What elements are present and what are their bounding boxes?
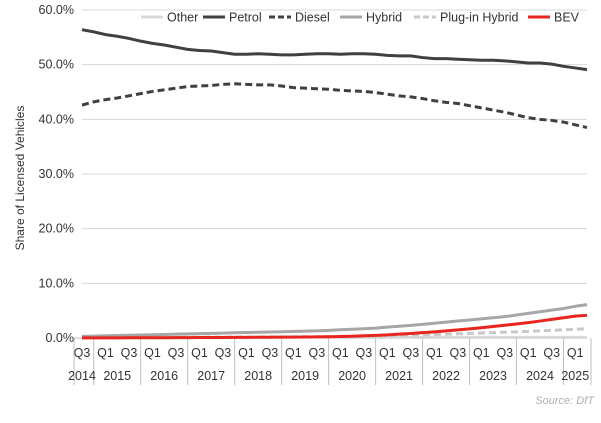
y-tick-label: 10.0% [39,276,74,290]
x-tick-label: Q1 [473,346,490,360]
x-tick-label: Q1 [426,346,443,360]
gridlines [82,9,587,284]
y-tick-label: 0.0% [46,331,75,345]
legend-label: Diesel [295,11,330,25]
x-tick-label: Q1 [567,346,584,360]
series-line-bev [82,313,588,340]
x-tick-label: Q3 [74,346,91,360]
x-year-label: 2024 [526,369,554,383]
x-tick-label: Q3 [121,346,138,360]
legend-label: Hybrid [366,11,402,25]
legend-label: BEV [554,11,580,25]
x-tick-label: Q3 [449,346,466,360]
source-note: Source: DfT [535,395,595,407]
x-year-label: 2015 [103,369,131,383]
x-tick-label: Q1 [144,346,161,360]
legend-label: Other [167,11,198,25]
x-tick-label: Q1 [379,346,396,360]
x-tick-label: Q3 [309,346,326,360]
series-line-plug-in-hybrid [82,327,588,340]
x-year-label: 2025 [561,369,589,383]
y-tick-label: 30.0% [39,167,74,181]
x-tick-label: Q1 [97,346,114,360]
x-tick-label: Q3 [168,346,185,360]
x-tick-label: Q3 [543,346,560,360]
x-tick-label: Q3 [496,346,513,360]
legend: Other Petrol Diesel Hybrid Plug-in Hybrid BEV [141,11,580,25]
y-axis-title: Share of Licensed Vehicles [13,106,27,251]
series-line-diesel [81,82,588,129]
x-year-label: 2018 [244,369,272,383]
legend-label: Plug-in Hybrid [440,11,519,25]
x-year-label: 2019 [291,369,319,383]
x-tick-label: Q3 [215,346,232,360]
y-tick-label: 40.0% [39,112,74,126]
x-tick-label: Q3 [262,346,279,360]
y-tick-label: 50.0% [39,58,74,72]
x-tick-label: Q1 [191,346,208,360]
x-tick-label: Q1 [238,346,255,360]
y-axis: 0.0% 10.0% 20.0% 30.0% 40.0% 50.0% 60.0% [39,3,74,345]
x-year-label: 2022 [432,369,460,383]
x-year-label: 2017 [197,369,225,383]
x-tick-label: Q3 [356,346,373,360]
x-tick-label: Q3 [402,346,419,360]
x-year-label: 2020 [338,369,366,383]
legend-label: Petrol [229,11,262,25]
x-tick-label: Q1 [285,346,302,360]
y-tick-label: 60.0% [39,3,74,17]
x-year-label: 2023 [479,369,507,383]
y-tick-label: 20.0% [39,222,74,236]
series-lines [81,28,588,340]
x-axis: Q3 Q1 Q3 Q1 Q3 Q1 Q3 Q1 Q3 Q1 Q3 Q1 Q3 Q1 Q3 Q1 Q3 Q1 Q3 Q1… [68,337,592,385]
x-tick-label: Q1 [332,346,349,360]
x-year-label: 2021 [385,369,413,383]
series-line-hybrid [81,303,588,338]
x-tick-label: Q1 [520,346,537,360]
x-year-label: 2016 [150,369,178,383]
x-year-label: 2014 [68,369,96,383]
series-line-petrol [81,28,588,72]
